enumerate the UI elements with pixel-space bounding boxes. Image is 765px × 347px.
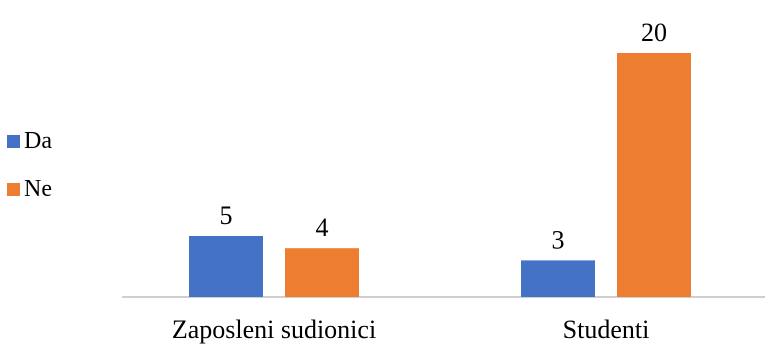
category-label-0: Zaposleni sudionici: [172, 315, 376, 344]
bar-ne-1: [617, 53, 691, 297]
data-label-ne-0: 4: [316, 213, 329, 242]
bar-da-1: [521, 260, 595, 297]
data-label-da-0: 5: [220, 201, 233, 230]
legend-label-da: Da: [24, 128, 52, 154]
bar-da-0: [189, 236, 263, 297]
category-label-1: Studenti: [563, 315, 650, 344]
legend: Da Ne: [7, 128, 52, 224]
legend-item-da: Da: [7, 128, 52, 154]
legend-label-ne: Ne: [24, 176, 52, 202]
legend-item-ne: Ne: [7, 176, 52, 202]
legend-swatch-da: [7, 134, 20, 148]
legend-swatch-ne: [7, 182, 20, 196]
data-label-da-1: 3: [552, 225, 565, 254]
bar-ne-0: [285, 248, 359, 297]
data-label-ne-1: 20: [641, 18, 667, 47]
